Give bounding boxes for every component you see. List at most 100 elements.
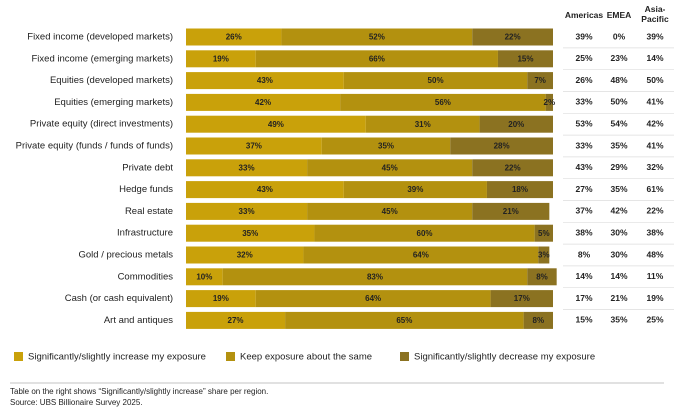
bar-segment: [538, 246, 550, 264]
category-label: Equities (emerging markets): [54, 97, 173, 108]
table-cell: 15%: [575, 315, 592, 325]
table-cell: 35%: [610, 184, 627, 194]
table-cell: 21%: [610, 293, 627, 303]
value-label: 26%: [226, 33, 242, 42]
value-label: 7%: [534, 76, 546, 85]
bar-segment: [281, 28, 473, 46]
legend-label: Significantly/slightly decrease my expos…: [414, 352, 595, 363]
bar-segment: [186, 50, 256, 68]
table-cell: 27%: [575, 184, 592, 194]
bar-segment: [303, 246, 539, 264]
bar-segment: [186, 268, 223, 286]
category-label: Infrastructure: [117, 228, 173, 239]
table-cell: 17%: [575, 293, 592, 303]
table-cell: 50%: [610, 97, 627, 107]
table-cell: 35%: [610, 140, 627, 150]
value-label: 45%: [382, 163, 398, 172]
bar-segment: [472, 28, 553, 46]
table-cell: 48%: [646, 249, 663, 259]
legend-label: Significantly/slightly increase my expos…: [28, 352, 206, 363]
table-cell: 37%: [575, 206, 592, 216]
bar-segment: [472, 202, 550, 220]
bar-segment: [186, 115, 366, 133]
value-label: 32%: [237, 251, 253, 260]
value-label: 52%: [369, 33, 385, 42]
bar-segment: [186, 290, 256, 308]
category-label: Gold / precious metals: [78, 250, 173, 261]
value-label: 50%: [428, 76, 444, 85]
value-label: 8%: [533, 316, 545, 325]
value-label: 20%: [508, 120, 524, 129]
bar-segment: [186, 246, 304, 264]
category-label: Fixed income (developed markets): [27, 32, 173, 43]
bar-segment: [321, 137, 451, 155]
value-label: 64%: [413, 251, 429, 260]
table-cell: 50%: [646, 75, 663, 85]
table-cell: 19%: [646, 293, 663, 303]
value-label: 18%: [512, 185, 528, 194]
table-cell: 39%: [575, 31, 592, 41]
table-cell: 25%: [575, 53, 592, 63]
table-cell: 14%: [646, 53, 663, 63]
bar-segment: [186, 72, 344, 90]
value-label: 10%: [196, 272, 212, 281]
legend-swatch: [226, 352, 235, 361]
table-cell: 41%: [646, 97, 663, 107]
bar-segment: [450, 137, 553, 155]
bar-segment: [186, 202, 308, 220]
value-label: 21%: [503, 207, 519, 216]
category-label: Commodities: [118, 271, 174, 282]
table-cell: 14%: [575, 271, 592, 281]
table-cell: 54%: [610, 118, 627, 128]
bar-segment: [343, 181, 487, 199]
footnote: Source: UBS Billionaire Survey 2025.: [10, 398, 143, 407]
bar-segment: [186, 93, 341, 111]
category-label: Private debt: [122, 162, 173, 173]
value-label: 49%: [268, 120, 284, 129]
table-cell: 61%: [646, 184, 663, 194]
bar-segment: [255, 50, 498, 68]
value-label: 33%: [239, 163, 255, 172]
bar-segment: [186, 137, 322, 155]
bar-segment: [186, 181, 344, 199]
table-cell: 38%: [575, 227, 592, 237]
category-label: Private equity (direct investments): [30, 119, 173, 130]
value-label: 43%: [257, 185, 273, 194]
value-label: 19%: [213, 54, 229, 63]
table-header: Americas: [564, 10, 604, 20]
bar-segment: [307, 202, 473, 220]
table-cell: 42%: [610, 206, 627, 216]
bar-segment: [343, 72, 528, 90]
table-cell: 30%: [610, 227, 627, 237]
table-cell: 38%: [646, 227, 663, 237]
bar-segment: [527, 268, 557, 286]
bar-segment: [479, 115, 553, 133]
value-label: 3%: [538, 251, 550, 260]
bar-segment: [186, 224, 315, 242]
table-cell: 33%: [575, 97, 592, 107]
value-label: 35%: [378, 142, 394, 151]
bar-segment: [486, 181, 553, 199]
value-label: 56%: [435, 98, 451, 107]
table-cell: 33%: [575, 140, 592, 150]
value-label: 64%: [365, 294, 381, 303]
value-label: 8%: [536, 272, 548, 281]
table-cell: 53%: [575, 118, 592, 128]
value-label: 22%: [505, 163, 521, 172]
legend-swatch: [400, 352, 409, 361]
table-header: EMEA: [606, 10, 632, 20]
table-cell: 14%: [610, 271, 627, 281]
bar-segment: [314, 224, 535, 242]
table-cell: 42%: [646, 118, 663, 128]
bar-segment: [527, 72, 553, 90]
category-label: Hedge funds: [119, 184, 173, 195]
category-label: Real estate: [125, 206, 173, 217]
category-label: Art and antiques: [104, 315, 173, 326]
bar-segment: [255, 290, 491, 308]
table-cell: 29%: [610, 162, 627, 172]
value-label: 83%: [367, 272, 383, 281]
bar-segment: [186, 28, 282, 46]
value-label: 60%: [417, 229, 433, 238]
